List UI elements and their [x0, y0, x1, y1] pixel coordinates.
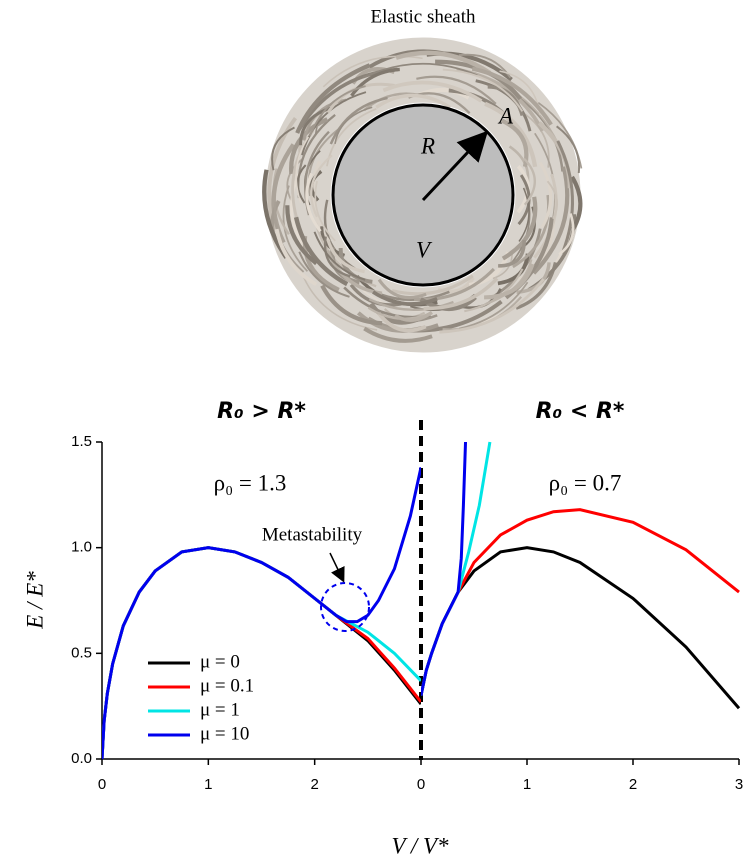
twig	[394, 310, 433, 322]
twig	[285, 205, 318, 266]
twig	[262, 169, 289, 259]
twig	[442, 68, 524, 112]
twig	[377, 278, 427, 300]
panel-title: R₀ < R*	[536, 399, 625, 424]
twig	[334, 106, 373, 145]
twig	[320, 284, 383, 326]
twig	[309, 85, 366, 137]
twig	[286, 157, 304, 203]
twig	[518, 187, 530, 242]
twig	[484, 263, 535, 300]
twig	[313, 231, 366, 281]
twig	[295, 63, 371, 134]
twig	[471, 66, 553, 126]
y-tick-label: 0.0	[71, 750, 92, 767]
figure-title: Elastic sheath	[371, 6, 476, 27]
annotation: ρ₀ = 1.3	[214, 470, 287, 495]
twig	[295, 136, 310, 204]
twig	[487, 85, 525, 117]
twig	[363, 326, 433, 343]
x-tick-label: 1	[523, 776, 531, 793]
metastability-marker	[320, 582, 370, 632]
twig	[322, 55, 423, 88]
x-axis-label: V / V*	[391, 833, 449, 858]
x-tick-label: 0	[417, 776, 425, 793]
twig	[558, 213, 575, 256]
x-tick-label: 1	[204, 776, 212, 793]
annotation: Metastability	[262, 524, 363, 545]
y-tick-label: 0.5	[71, 644, 92, 661]
annotation: ρ₀ = 0.7	[549, 470, 622, 495]
x-tick-label: 2	[310, 776, 318, 793]
twig	[362, 62, 478, 79]
twig	[570, 175, 583, 231]
label-r: R	[420, 133, 435, 158]
twig	[323, 236, 351, 278]
twig	[303, 277, 378, 331]
twig	[329, 96, 388, 145]
twig	[416, 75, 497, 105]
twig	[377, 311, 427, 333]
twig	[391, 274, 474, 296]
twig	[301, 91, 367, 156]
y-tick-label: 1.5	[71, 433, 92, 450]
twig	[296, 164, 307, 204]
x-tick-label: 0	[98, 776, 106, 793]
legend-label: μ = 1	[200, 699, 240, 720]
y-tick-label: 1.0	[71, 539, 92, 556]
legend-label: μ = 0.1	[200, 675, 254, 696]
twig	[338, 247, 373, 284]
twig	[305, 172, 322, 233]
label-v: V	[416, 237, 433, 262]
twig	[423, 277, 499, 311]
twig	[314, 180, 336, 242]
twig	[310, 154, 333, 218]
twig	[289, 117, 329, 175]
y-axis-label: E / E*	[22, 571, 47, 630]
twig	[395, 50, 492, 75]
twig	[512, 194, 550, 269]
twig	[293, 216, 349, 287]
twig	[382, 80, 483, 103]
twig	[375, 93, 452, 109]
twig	[350, 67, 400, 97]
twig	[523, 157, 536, 206]
panel-title: R₀ > R*	[217, 399, 306, 424]
twig	[546, 180, 559, 220]
nest-illustration	[262, 37, 583, 353]
twig	[298, 251, 350, 298]
twig	[371, 290, 438, 306]
twig	[326, 239, 365, 274]
x-tick-label: 2	[629, 776, 637, 793]
line-series	[421, 441, 468, 696]
radius-arrow	[421, 130, 489, 202]
twig	[501, 196, 538, 261]
x-tick-label: 3	[735, 776, 743, 793]
twig	[459, 281, 529, 330]
twig	[299, 106, 333, 146]
twig	[498, 240, 526, 268]
twig	[274, 228, 318, 287]
line-series	[102, 467, 421, 760]
twig	[556, 140, 575, 254]
annotation-arrow	[329, 552, 345, 583]
legend-label: μ = 0	[200, 651, 240, 672]
twig	[556, 125, 581, 174]
twig	[538, 161, 553, 229]
legend-label: μ = 10	[200, 723, 249, 744]
plot-area	[421, 441, 741, 710]
line-series	[421, 508, 740, 696]
twig	[282, 185, 309, 272]
twig	[532, 166, 570, 275]
label-a: A	[497, 103, 514, 128]
twig	[271, 126, 295, 171]
twig	[484, 101, 538, 168]
plot-area	[102, 467, 421, 760]
twig	[439, 278, 545, 334]
twig	[368, 298, 454, 311]
